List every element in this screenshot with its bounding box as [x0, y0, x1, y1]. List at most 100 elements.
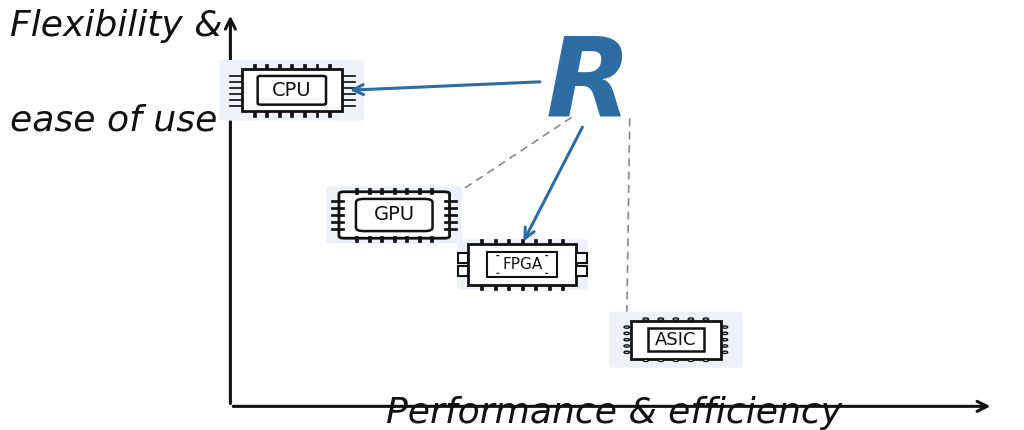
Bar — [331, 207, 344, 209]
Bar — [342, 81, 355, 82]
Text: FPGA: FPGA — [502, 257, 543, 272]
Bar — [406, 188, 409, 194]
Bar — [535, 285, 538, 290]
Bar — [575, 252, 587, 263]
Bar — [331, 221, 344, 223]
Text: ease of use: ease of use — [10, 103, 218, 137]
Bar — [368, 188, 371, 194]
Bar — [228, 93, 242, 94]
Circle shape — [624, 351, 630, 353]
Bar — [480, 285, 483, 290]
Bar — [430, 188, 433, 194]
Bar — [444, 221, 458, 223]
FancyBboxPatch shape — [242, 69, 342, 111]
Bar — [648, 328, 703, 351]
Bar — [342, 87, 355, 88]
Bar — [507, 285, 510, 290]
Bar — [548, 239, 551, 244]
Circle shape — [624, 332, 630, 335]
Bar — [331, 200, 344, 202]
Bar — [315, 111, 318, 117]
Bar — [228, 105, 242, 106]
Bar — [228, 75, 242, 76]
Bar — [355, 188, 358, 194]
Bar — [487, 252, 557, 277]
Bar — [631, 321, 721, 359]
Bar — [331, 228, 344, 230]
Bar — [342, 93, 355, 94]
FancyBboxPatch shape — [258, 76, 326, 104]
Bar — [228, 99, 242, 100]
Bar — [342, 75, 355, 76]
Circle shape — [545, 273, 548, 274]
Circle shape — [658, 359, 664, 362]
Text: GPU: GPU — [374, 206, 415, 224]
Bar — [291, 64, 293, 69]
FancyBboxPatch shape — [356, 199, 432, 231]
Circle shape — [624, 338, 630, 341]
Bar — [548, 285, 551, 290]
FancyBboxPatch shape — [327, 187, 462, 243]
Bar — [494, 285, 497, 290]
Bar — [494, 239, 497, 244]
FancyBboxPatch shape — [457, 239, 588, 290]
Bar — [342, 99, 355, 100]
Bar — [444, 200, 458, 202]
Circle shape — [722, 326, 728, 328]
Circle shape — [722, 332, 728, 335]
Circle shape — [722, 345, 728, 347]
Bar — [406, 236, 409, 242]
Text: CPU: CPU — [272, 81, 311, 100]
Bar — [521, 239, 523, 244]
Bar — [368, 236, 371, 242]
Circle shape — [722, 338, 728, 341]
Bar — [278, 111, 281, 117]
Circle shape — [673, 359, 679, 362]
Bar — [561, 239, 564, 244]
Bar — [444, 207, 458, 209]
Circle shape — [624, 326, 630, 328]
Bar — [328, 64, 331, 69]
Text: Performance & efficiency: Performance & efficiency — [386, 396, 843, 430]
Bar — [342, 105, 355, 106]
Bar — [535, 239, 538, 244]
Bar — [303, 111, 306, 117]
Bar — [458, 266, 469, 276]
Bar — [444, 228, 458, 230]
Bar — [418, 188, 421, 194]
Bar — [315, 64, 318, 69]
Bar — [480, 239, 483, 244]
Bar — [380, 236, 383, 242]
Circle shape — [703, 318, 709, 320]
Bar — [303, 64, 306, 69]
Bar — [575, 266, 587, 276]
Bar — [393, 236, 395, 242]
Bar — [253, 111, 256, 117]
Bar — [291, 111, 293, 117]
Text: ASIC: ASIC — [655, 331, 696, 349]
Bar — [469, 244, 575, 285]
Bar — [507, 239, 510, 244]
Circle shape — [688, 318, 693, 320]
Circle shape — [688, 359, 693, 362]
FancyBboxPatch shape — [609, 312, 742, 368]
Bar — [265, 64, 268, 69]
Circle shape — [545, 255, 548, 256]
Bar — [561, 285, 564, 290]
FancyBboxPatch shape — [339, 192, 450, 238]
Circle shape — [497, 273, 500, 274]
Bar — [278, 64, 281, 69]
Bar — [328, 111, 331, 117]
Bar — [521, 285, 523, 290]
Bar — [265, 111, 268, 117]
Circle shape — [643, 359, 648, 362]
Circle shape — [497, 255, 500, 256]
Bar — [418, 236, 421, 242]
Circle shape — [703, 359, 709, 362]
Circle shape — [658, 318, 664, 320]
Bar — [355, 236, 358, 242]
Bar — [380, 188, 383, 194]
Bar — [228, 87, 242, 88]
Bar — [228, 81, 242, 82]
Circle shape — [643, 318, 648, 320]
